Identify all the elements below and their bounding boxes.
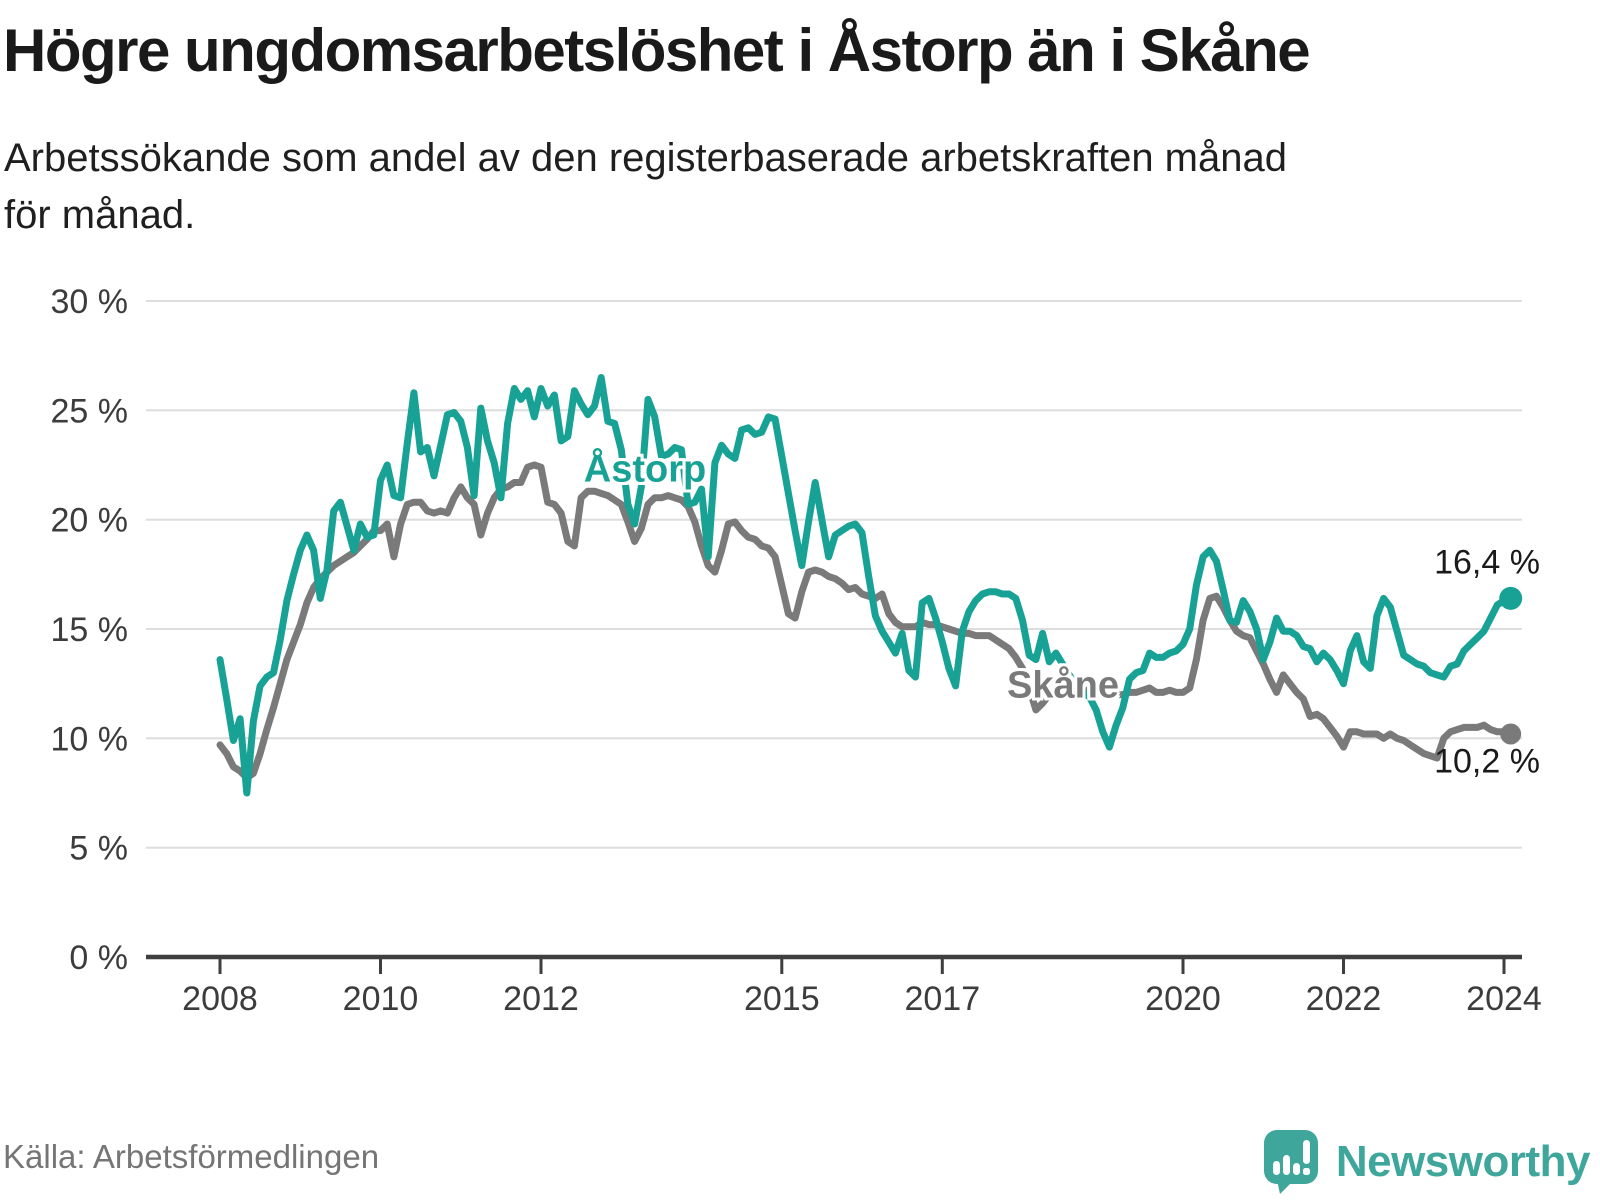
y-tick-label: 10 % (51, 720, 129, 758)
y-tick-label: 30 % (51, 283, 129, 321)
end-value-skane: 10,2 % (1434, 742, 1540, 781)
subtitle-line-2: för månad. (4, 193, 196, 238)
y-tick-label: 0 % (69, 939, 128, 977)
speech-bubble-chart-icon (1263, 1130, 1318, 1194)
x-axis-ticks: 2008 2010 2012 2015 2017 2020 2022 2024 (182, 959, 1542, 1018)
bar-1 (1272, 1161, 1280, 1175)
gridlines (146, 300, 1522, 849)
exclamation-bar (1302, 1140, 1310, 1164)
newsworthy-wordmark: Newsworthy (1335, 1137, 1591, 1186)
y-axis-labels: 0 % 5 % 10 % 15 % 20 % 25 % 30 % (51, 283, 129, 977)
source-note: Källa: Arbetsförmedlingen (3, 1138, 380, 1175)
x-tick-label: 2020 (1145, 980, 1221, 1018)
y-tick-label: 5 % (69, 830, 128, 868)
newsworthy-logo: Newsworthy (1263, 1130, 1591, 1194)
bar-2 (1282, 1155, 1290, 1175)
series-label-skane: Skåne (1007, 664, 1119, 707)
x-tick-label: 2008 (182, 980, 258, 1018)
series-label-astorp: Åstorp (583, 448, 707, 491)
x-tick-label: 2010 (343, 980, 419, 1018)
y-tick-label: 15 % (51, 611, 129, 649)
skane-line (216, 461, 1515, 782)
x-tick-label: 2012 (503, 980, 579, 1018)
astorp-end-dot (1499, 586, 1523, 610)
x-tick-label: 2017 (904, 980, 980, 1018)
x-tick-label: 2022 (1306, 980, 1382, 1018)
astorp-line (216, 374, 1515, 797)
y-tick-label: 25 % (51, 392, 129, 430)
end-value-astorp: 16,4 % (1434, 543, 1540, 582)
exclamation-dot (1302, 1168, 1310, 1175)
chart-subtitle: Arbetssökande som andel av den registerb… (4, 130, 1574, 244)
x-tick-label: 2015 (744, 980, 820, 1018)
subtitle-line-1: Arbetssökande som andel av den registerb… (4, 136, 1287, 180)
skane-end-dot (1500, 723, 1522, 745)
x-tick-label: 2024 (1466, 980, 1542, 1018)
y-tick-label: 20 % (51, 502, 129, 540)
bar-3 (1292, 1163, 1300, 1175)
page-title: Högre ungdomsarbetslöshet i Åstorp än i … (3, 17, 1311, 84)
